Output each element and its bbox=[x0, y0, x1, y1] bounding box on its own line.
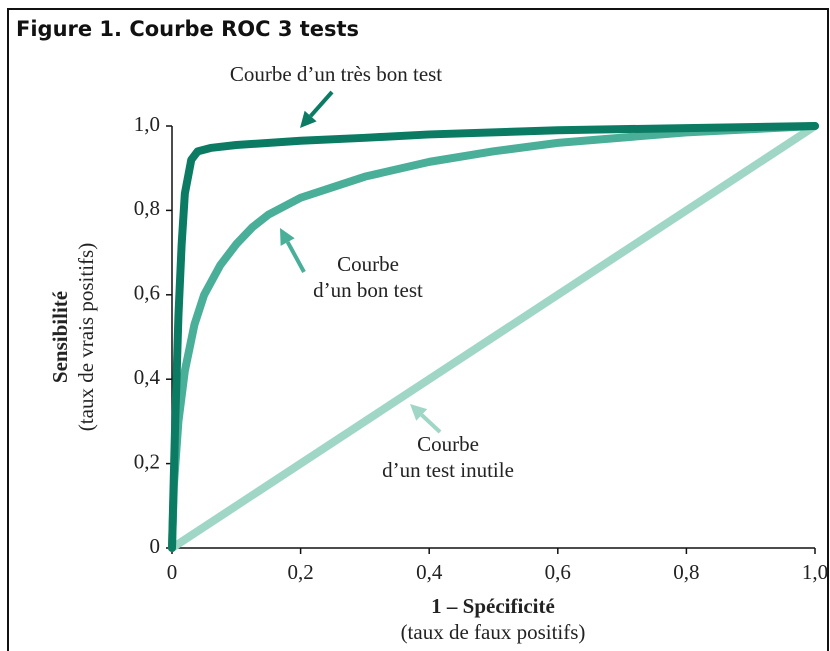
x-tick-label: 0,2 bbox=[287, 560, 313, 584]
annotation: d’un bon test bbox=[313, 278, 423, 302]
annotation-arrow bbox=[420, 413, 442, 434]
chart-title: Figure 1. Courbe ROC 3 tests bbox=[16, 17, 359, 41]
roc-curve bbox=[168, 122, 819, 552]
y-tick-label: 0,2 bbox=[134, 449, 160, 473]
x-tick-label: 0 bbox=[167, 560, 178, 584]
annotation: Courbe bbox=[417, 432, 479, 456]
x-axis-subtitle: (taux de faux positifs) bbox=[401, 620, 586, 644]
x-tick-label: 0,6 bbox=[545, 560, 571, 584]
annotation: Courbe bbox=[337, 252, 399, 276]
annotation: d’un test inutile bbox=[382, 458, 514, 482]
y-tick-label: 0 bbox=[150, 534, 161, 558]
y-tick-label: 0,8 bbox=[134, 196, 160, 220]
arrow-head bbox=[300, 110, 317, 128]
x-tick-label: 0,8 bbox=[673, 560, 699, 584]
x-tick-label: 0,4 bbox=[416, 560, 443, 584]
roc-curve bbox=[168, 122, 819, 552]
y-axis-subtitle: (taux de vrais positifs) bbox=[74, 243, 98, 431]
arrow-head bbox=[280, 228, 295, 246]
x-axis-title: 1 – Spécificité bbox=[431, 594, 555, 618]
annotation: Courbe d’un très bon test bbox=[230, 62, 442, 86]
x-tick-label: 1,0 bbox=[802, 560, 828, 584]
y-tick-label: 1,0 bbox=[134, 112, 160, 136]
y-tick-label: 0,4 bbox=[134, 365, 161, 389]
arrow-head bbox=[410, 404, 428, 421]
y-axis-title: Sensibilité bbox=[48, 291, 72, 383]
annotation-arrow bbox=[285, 241, 306, 273]
annotation-arrow bbox=[309, 90, 334, 118]
frame bbox=[7, 8, 829, 651]
roc-curve bbox=[168, 122, 819, 552]
y-tick-label: 0,6 bbox=[134, 281, 160, 305]
